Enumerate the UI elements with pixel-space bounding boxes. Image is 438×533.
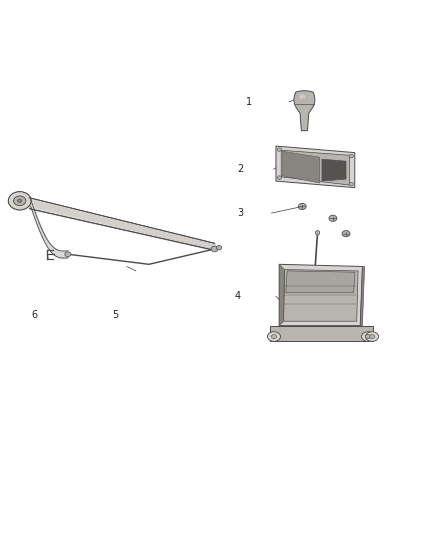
Ellipse shape [216,246,222,250]
Polygon shape [322,159,346,181]
Text: 5: 5 [112,310,118,320]
Ellipse shape [277,176,282,179]
Ellipse shape [267,332,280,342]
Ellipse shape [277,148,282,151]
Ellipse shape [329,215,337,221]
Ellipse shape [299,94,305,99]
Polygon shape [279,264,285,326]
PathPatch shape [294,91,315,131]
Ellipse shape [349,182,353,186]
Ellipse shape [14,196,26,206]
Ellipse shape [65,252,71,257]
Ellipse shape [370,335,375,338]
Polygon shape [281,150,350,185]
Polygon shape [283,151,320,183]
Text: 4: 4 [235,291,241,301]
Ellipse shape [362,332,375,342]
Ellipse shape [271,335,277,338]
Ellipse shape [315,231,320,235]
Ellipse shape [349,155,353,158]
Text: 1: 1 [246,97,252,107]
Ellipse shape [211,246,218,252]
Text: 2: 2 [237,164,243,174]
Polygon shape [360,266,364,326]
Polygon shape [283,270,358,321]
Polygon shape [279,264,362,326]
Polygon shape [269,326,373,341]
Text: 6: 6 [31,310,37,320]
Ellipse shape [365,335,371,338]
Ellipse shape [365,332,378,342]
Ellipse shape [18,199,22,203]
Ellipse shape [298,204,306,209]
Ellipse shape [8,191,31,210]
Ellipse shape [342,231,350,237]
Polygon shape [286,271,355,293]
Polygon shape [276,146,355,188]
Text: 3: 3 [237,208,243,218]
